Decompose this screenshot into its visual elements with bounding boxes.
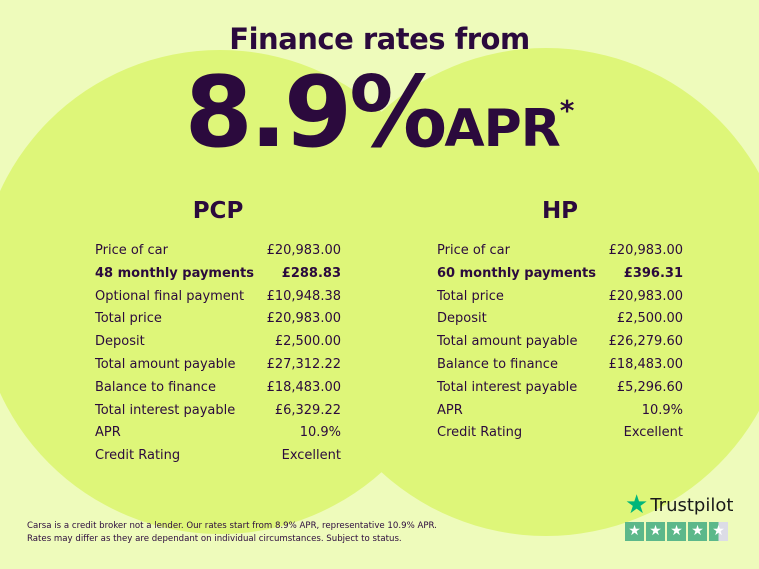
- trustpilot-rating: ★ ★ ★ ★ ★: [625, 522, 733, 541]
- row-label: Price of car: [95, 243, 168, 258]
- row-label: 60 monthly payments: [437, 265, 596, 281]
- trustpilot-label: Trustpilot: [650, 494, 734, 516]
- rating-star-icon: ★: [646, 522, 665, 541]
- table-row: Total interest payable £5,296.60: [437, 377, 683, 400]
- row-label: Total amount payable: [95, 356, 236, 372]
- rating-star-icon: ★: [688, 522, 707, 541]
- rating-star-icon: ★: [709, 522, 728, 541]
- row-value: £2,500.00: [274, 334, 341, 350]
- table-row: Total amount payable £26,279.60: [437, 331, 683, 354]
- row-value: £10,948.38: [266, 288, 341, 304]
- table-row: 48 monthly payments £288.83: [95, 263, 341, 286]
- disclaimer-line: Rates may differ as they are dependant o…: [27, 534, 402, 544]
- row-value: £2,500.00: [616, 311, 683, 327]
- row-label: APR: [95, 425, 121, 441]
- table-row: Total amount payable £27,312.22: [95, 354, 341, 377]
- trustpilot-star-icon: ★: [625, 490, 649, 520]
- rate-value: 8.9%: [184, 56, 448, 170]
- table-row: APR 10.9%: [437, 400, 683, 423]
- table-row: Credit Rating Excellent: [95, 445, 341, 468]
- row-label: Total price: [95, 311, 162, 327]
- row-label: Total interest payable: [95, 402, 236, 418]
- plan-title: PCP: [192, 198, 244, 224]
- row-value: Excellent: [281, 448, 341, 464]
- row-value: £20,983.00: [266, 311, 341, 327]
- table-row: Total interest payable £6,329.22: [95, 400, 341, 423]
- table-row: Deposit £2,500.00: [95, 331, 341, 354]
- row-value: £20,983.00: [608, 243, 683, 258]
- background-circle-right: [302, 48, 759, 536]
- rating-star-icon: ★: [625, 522, 644, 541]
- table-row: Total price £20,983.00: [95, 308, 341, 331]
- row-label: Credit Rating: [95, 448, 181, 464]
- table-row: Balance to finance £18,483.00: [95, 377, 341, 400]
- table-row: 60 monthly payments £396.31: [437, 263, 683, 286]
- row-label: Balance to finance: [437, 356, 558, 372]
- pcp-plan: PCP Price of car £20,983.00 48 monthly pay…: [95, 198, 341, 468]
- row-value: 10.9%: [299, 425, 341, 441]
- disclaimer: Carsa is a credit broker not a lender. O…: [27, 520, 437, 546]
- plan-title: HP: [541, 198, 579, 224]
- row-value: £20,983.00: [266, 243, 341, 258]
- apr-label: APR: [444, 99, 560, 159]
- row-label: Optional final payment: [95, 288, 245, 304]
- trustpilot-badge: ★ Trustpilot ★ ★ ★ ★ ★: [625, 492, 733, 541]
- row-value: £396.31: [623, 265, 683, 281]
- headline: Finance rates from: [229, 22, 530, 56]
- row-value: £288.83: [281, 265, 341, 281]
- row-label: Total price: [437, 288, 504, 304]
- row-label: Balance to finance: [95, 379, 216, 395]
- hp-plan: HP Price of car £20,983.00 60 monthly paym…: [437, 198, 683, 445]
- table-row: Price of car £20,983.00: [95, 240, 341, 263]
- table-row: Price of car £20,983.00: [437, 240, 683, 263]
- table-row: Total price £20,983.00: [437, 286, 683, 309]
- table-row: APR 10.9%: [95, 422, 341, 445]
- rate-banner: 8.9%APR*: [0, 58, 759, 168]
- row-label: Credit Rating: [437, 425, 523, 441]
- row-label: APR: [437, 402, 463, 418]
- row-value: £26,279.60: [608, 334, 683, 350]
- table-row: Optional final payment £10,948.38: [95, 286, 341, 309]
- rating-star-icon: ★: [667, 522, 686, 541]
- row-value: £18,483.00: [608, 356, 683, 372]
- row-value: £5,296.60: [616, 379, 683, 395]
- row-label: 48 monthly payments: [95, 265, 254, 281]
- row-value: £18,483.00: [266, 379, 341, 395]
- row-value: 10.9%: [641, 402, 683, 418]
- asterisk: *: [559, 94, 575, 127]
- row-label: Total interest payable: [437, 379, 578, 395]
- table-row: Credit Rating Excellent: [437, 422, 683, 445]
- row-value: £20,983.00: [608, 288, 683, 304]
- table-row: Balance to finance £18,483.00: [437, 354, 683, 377]
- row-label: Deposit: [437, 311, 487, 327]
- row-label: Deposit: [95, 334, 145, 350]
- row-value: Excellent: [623, 425, 683, 441]
- row-value: £27,312.22: [266, 356, 341, 372]
- row-label: Total amount payable: [437, 334, 578, 350]
- table-row: Deposit £2,500.00: [437, 308, 683, 331]
- row-value: £6,329.22: [274, 402, 341, 418]
- row-label: Price of car: [437, 243, 510, 258]
- disclaimer-line: Carsa is a credit broker not a lender. O…: [27, 521, 437, 531]
